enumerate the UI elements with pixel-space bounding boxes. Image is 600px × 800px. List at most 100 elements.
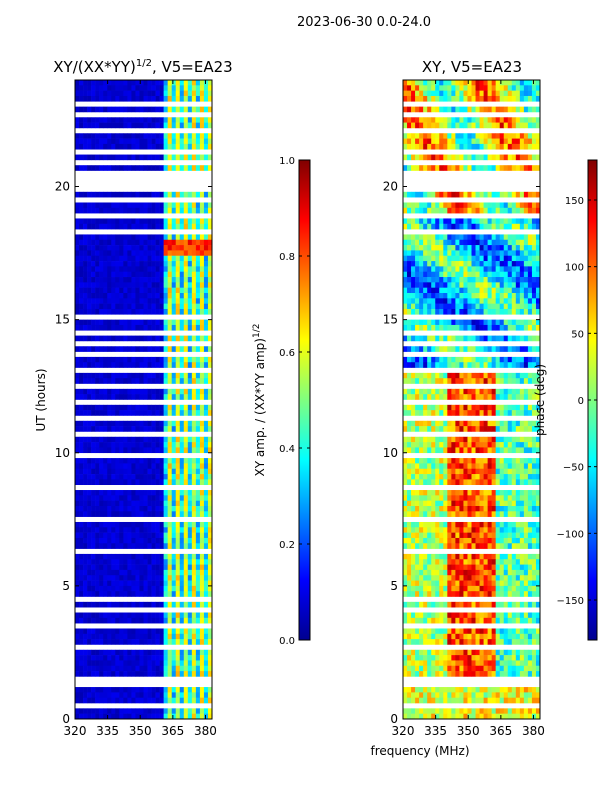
heatmap-cell <box>127 404 132 411</box>
heatmap-cell <box>135 436 140 443</box>
heatmap-cell <box>139 479 144 486</box>
heatmap-cell <box>139 585 144 592</box>
heatmap-cell <box>495 442 501 448</box>
heatmap-cell <box>139 458 144 464</box>
heatmap-cell <box>523 207 529 214</box>
heatmap-cell <box>415 420 420 427</box>
heatmap-cell <box>75 447 80 454</box>
heatmap-cell <box>103 261 108 267</box>
heatmap-cell <box>171 458 177 464</box>
heatmap-cell <box>91 468 96 475</box>
heatmap-cell <box>95 324 100 331</box>
heatmap-cell <box>503 308 509 315</box>
heatmap-cell <box>111 122 116 129</box>
heatmap-cell <box>91 277 96 283</box>
heatmap-cell <box>139 277 144 283</box>
heatmap-cell <box>187 223 193 230</box>
heatmap-cell <box>107 628 112 635</box>
heatmap-cell <box>95 633 100 640</box>
heatmap-cell <box>491 356 496 363</box>
heatmap-cell <box>155 591 160 597</box>
heatmap-cell <box>151 122 156 129</box>
heatmap-cell <box>79 80 84 86</box>
heatmap-cell <box>511 282 517 288</box>
heatmap-cell <box>511 218 517 225</box>
heatmap-cell <box>87 649 92 656</box>
heatmap-cell <box>95 628 100 635</box>
heatmap-cell <box>435 394 440 400</box>
heatmap-cell <box>515 324 521 331</box>
heatmap-cell <box>87 165 92 171</box>
heatmap-cell <box>499 154 505 161</box>
heatmap-cell <box>511 223 517 230</box>
heatmap-cell <box>95 335 100 342</box>
heatmap-cell <box>107 671 112 677</box>
heatmap-cell <box>499 277 505 283</box>
heatmap-cell <box>403 506 408 512</box>
heatmap-cell <box>107 282 112 288</box>
heatmap-cell <box>83 410 88 416</box>
heatmap-cell <box>115 388 120 395</box>
heatmap-cell <box>455 250 460 257</box>
heatmap-cell <box>487 447 492 454</box>
heatmap-cell <box>155 665 160 672</box>
heatmap-cell <box>523 319 529 326</box>
heatmap-cell <box>515 282 521 288</box>
heatmap-cell <box>155 138 160 145</box>
heatmap-cell <box>147 490 152 496</box>
heatmap-cell <box>187 575 193 581</box>
heatmap-cell <box>459 308 464 315</box>
heatmap-cell <box>115 394 120 400</box>
heatmap-cell <box>91 665 96 672</box>
heatmap-cell <box>115 95 120 102</box>
heatmap-cell <box>95 261 100 267</box>
heatmap-cell <box>499 490 505 496</box>
heatmap-cell <box>103 319 108 326</box>
heatmap-cell <box>471 293 476 299</box>
heatmap-cell <box>131 553 136 560</box>
heatmap-cell <box>187 298 193 304</box>
heatmap-cell <box>131 261 136 267</box>
heatmap-cell <box>147 601 152 608</box>
heatmap-cell <box>171 671 177 677</box>
heatmap-cell <box>131 234 136 241</box>
heatmap-cell <box>135 404 140 411</box>
heatmap-cell <box>203 106 209 113</box>
heatmap-cell <box>115 138 120 145</box>
heatmap-cell <box>415 303 420 310</box>
right-heatmap <box>403 80 541 720</box>
heatmap-cell <box>99 500 104 507</box>
heatmap-cell <box>139 474 144 480</box>
heatmap-cell <box>87 660 92 667</box>
heatmap-cell <box>459 277 464 283</box>
heatmap-cell <box>171 308 177 315</box>
heatmap-cell <box>139 308 144 315</box>
heatmap-cell <box>139 612 144 619</box>
heatmap-cell <box>75 239 80 246</box>
heatmap-cell <box>439 202 444 209</box>
heatmap-cell <box>535 239 541 246</box>
heatmap-cell <box>159 713 164 720</box>
heatmap-cell <box>459 319 464 326</box>
heatmap-cell <box>111 687 116 693</box>
heatmap-cell <box>139 665 144 672</box>
heatmap-cell <box>403 426 408 432</box>
heatmap-cell <box>439 324 444 331</box>
heatmap-cell <box>419 165 424 171</box>
heatmap-cell <box>435 479 440 486</box>
heatmap-cell <box>499 404 505 411</box>
heatmap-cell <box>107 404 112 411</box>
heatmap-cell <box>483 308 488 315</box>
heatmap-cell <box>115 447 120 454</box>
heatmap-cell <box>471 117 476 123</box>
heatmap-cell <box>519 500 525 507</box>
heatmap-cell <box>503 271 509 278</box>
heatmap-cell <box>535 490 541 496</box>
heatmap-cell <box>147 474 152 480</box>
heatmap-cell <box>99 308 104 315</box>
heatmap-cell <box>95 202 100 209</box>
heatmap-cell <box>455 191 460 198</box>
heatmap-cell <box>175 687 181 693</box>
heatmap-cell <box>195 692 201 699</box>
heatmap-cell <box>127 495 132 501</box>
